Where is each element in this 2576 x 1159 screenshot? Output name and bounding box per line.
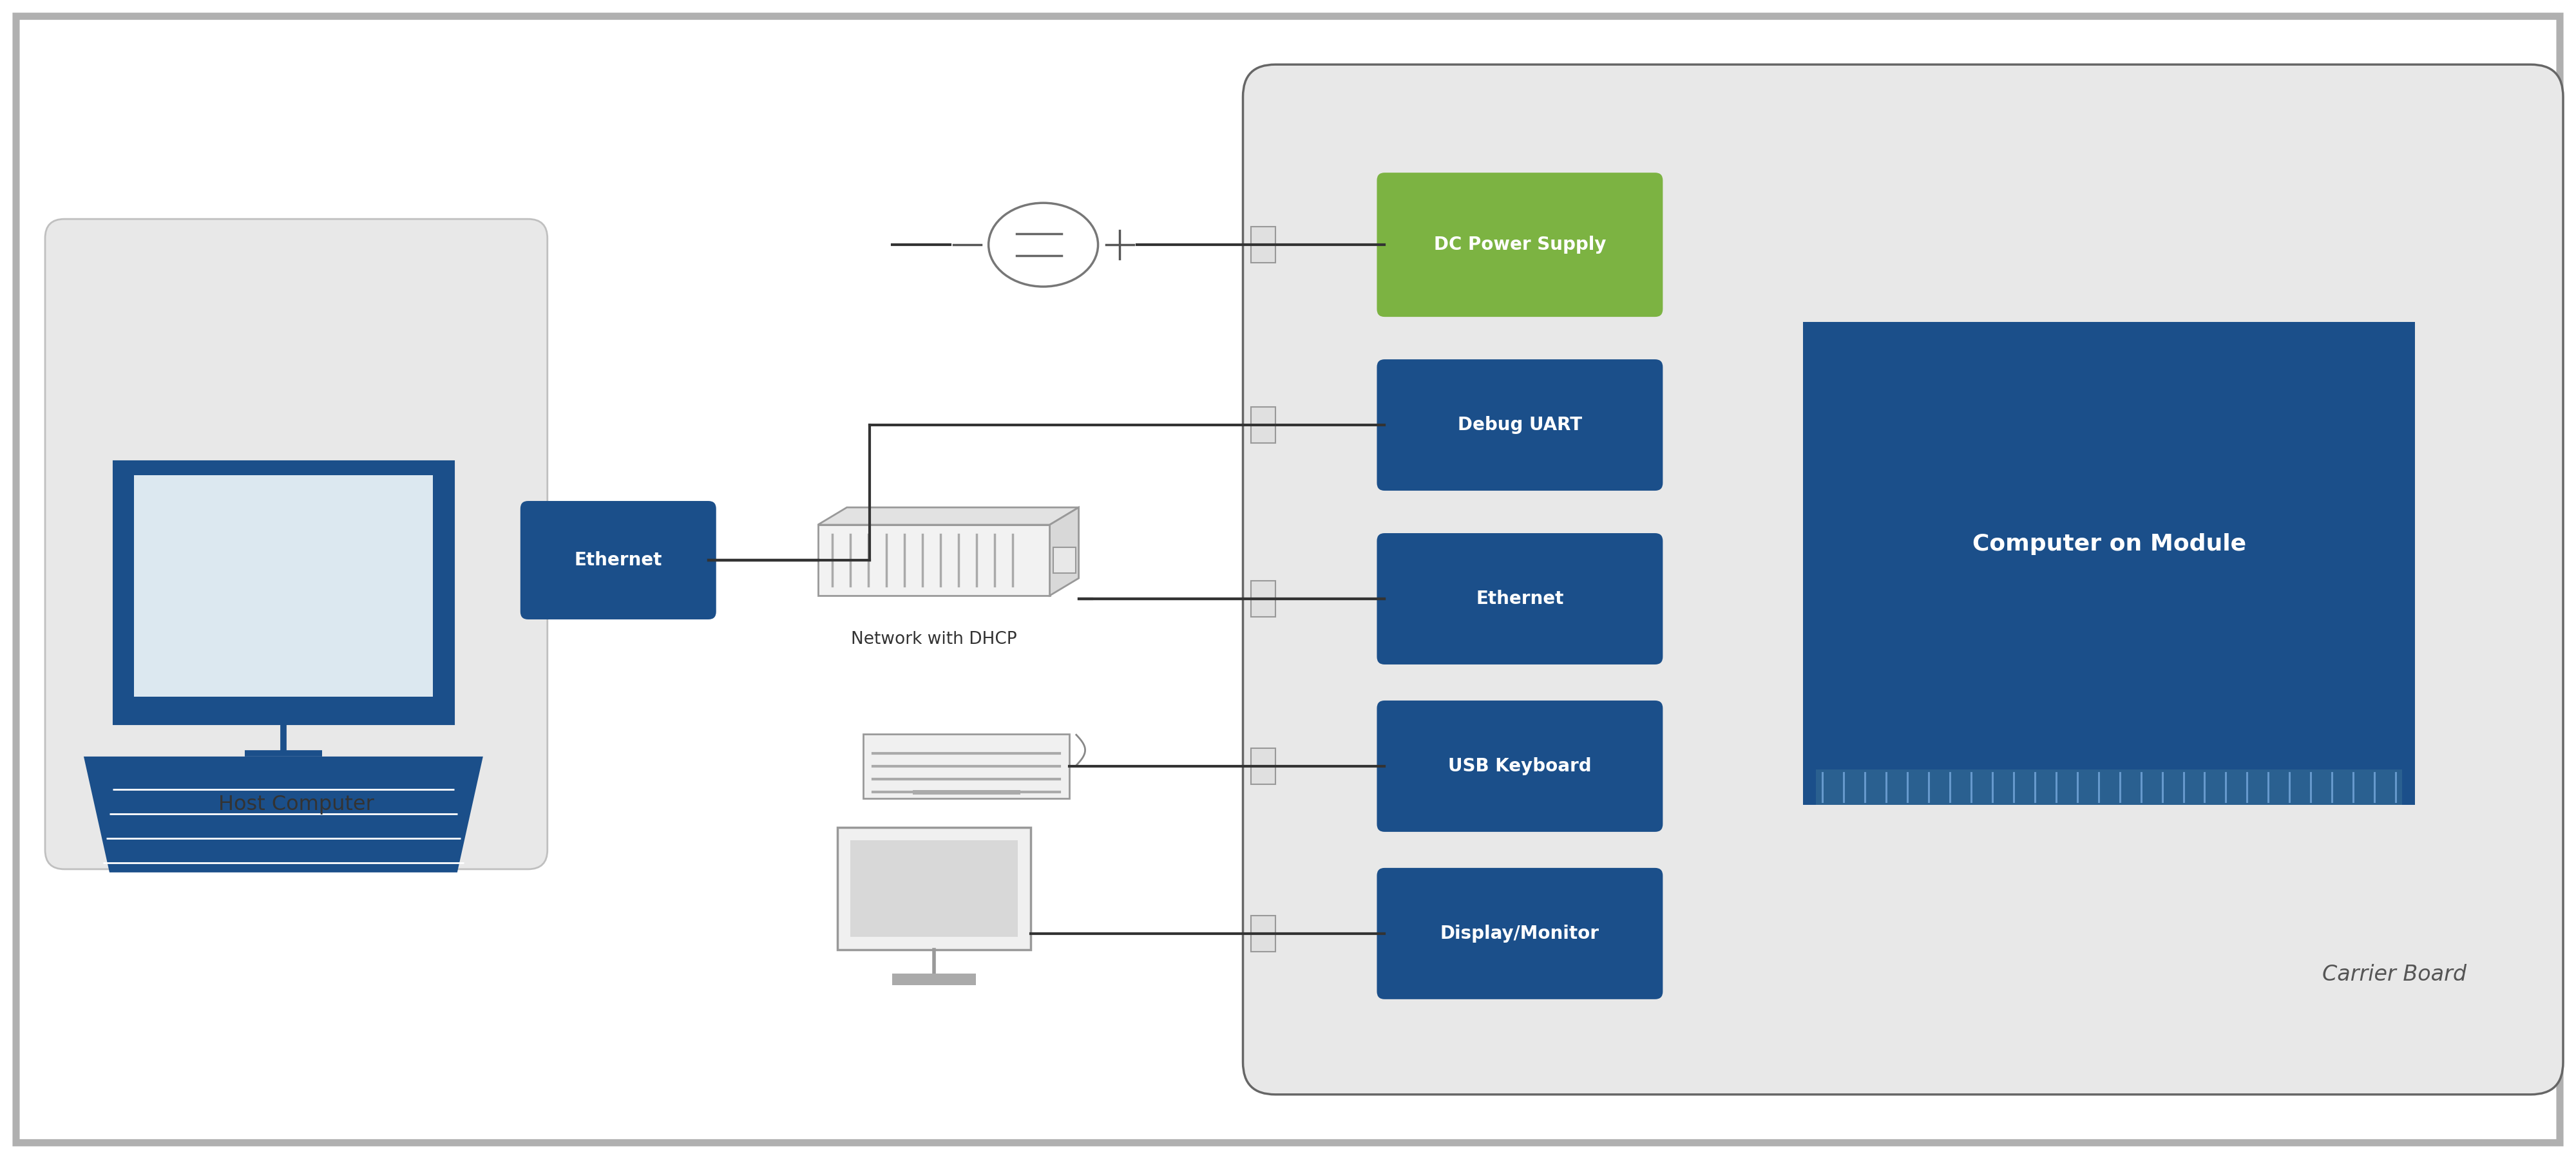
FancyBboxPatch shape xyxy=(850,840,1018,936)
Text: Ethernet: Ethernet xyxy=(574,552,662,569)
FancyBboxPatch shape xyxy=(116,464,451,721)
FancyBboxPatch shape xyxy=(1252,227,1275,263)
Text: DC Power Supply: DC Power Supply xyxy=(1435,235,1605,254)
Text: Ethernet: Ethernet xyxy=(1476,590,1564,607)
FancyBboxPatch shape xyxy=(46,219,549,869)
FancyBboxPatch shape xyxy=(1244,65,2563,1094)
FancyBboxPatch shape xyxy=(1803,322,2416,804)
Text: Network with DHCP: Network with DHCP xyxy=(850,630,1018,648)
FancyBboxPatch shape xyxy=(1378,533,1664,664)
FancyBboxPatch shape xyxy=(863,734,1069,799)
FancyBboxPatch shape xyxy=(1252,581,1275,617)
FancyBboxPatch shape xyxy=(1378,700,1664,832)
Text: Host Computer: Host Computer xyxy=(219,795,374,815)
Text: Computer on Module: Computer on Module xyxy=(1973,533,2246,555)
FancyBboxPatch shape xyxy=(1252,407,1275,443)
FancyBboxPatch shape xyxy=(1378,173,1664,316)
FancyBboxPatch shape xyxy=(1252,749,1275,785)
FancyBboxPatch shape xyxy=(1252,916,1275,952)
Text: Debug UART: Debug UART xyxy=(1458,416,1582,433)
FancyBboxPatch shape xyxy=(891,974,976,985)
Polygon shape xyxy=(819,508,1079,525)
Polygon shape xyxy=(819,525,1051,596)
Ellipse shape xyxy=(989,203,1097,286)
Polygon shape xyxy=(85,757,484,873)
Polygon shape xyxy=(1051,508,1079,596)
FancyBboxPatch shape xyxy=(520,501,716,619)
Text: Display/Monitor: Display/Monitor xyxy=(1440,925,1600,942)
FancyBboxPatch shape xyxy=(1054,547,1077,573)
FancyBboxPatch shape xyxy=(1378,868,1664,999)
Text: USB Keyboard: USB Keyboard xyxy=(1448,757,1592,775)
FancyBboxPatch shape xyxy=(837,828,1030,949)
Text: Carrier Board: Carrier Board xyxy=(2321,964,2468,985)
FancyBboxPatch shape xyxy=(134,475,433,697)
FancyBboxPatch shape xyxy=(15,16,2561,1143)
FancyBboxPatch shape xyxy=(1378,359,1664,490)
FancyBboxPatch shape xyxy=(1816,770,2403,804)
